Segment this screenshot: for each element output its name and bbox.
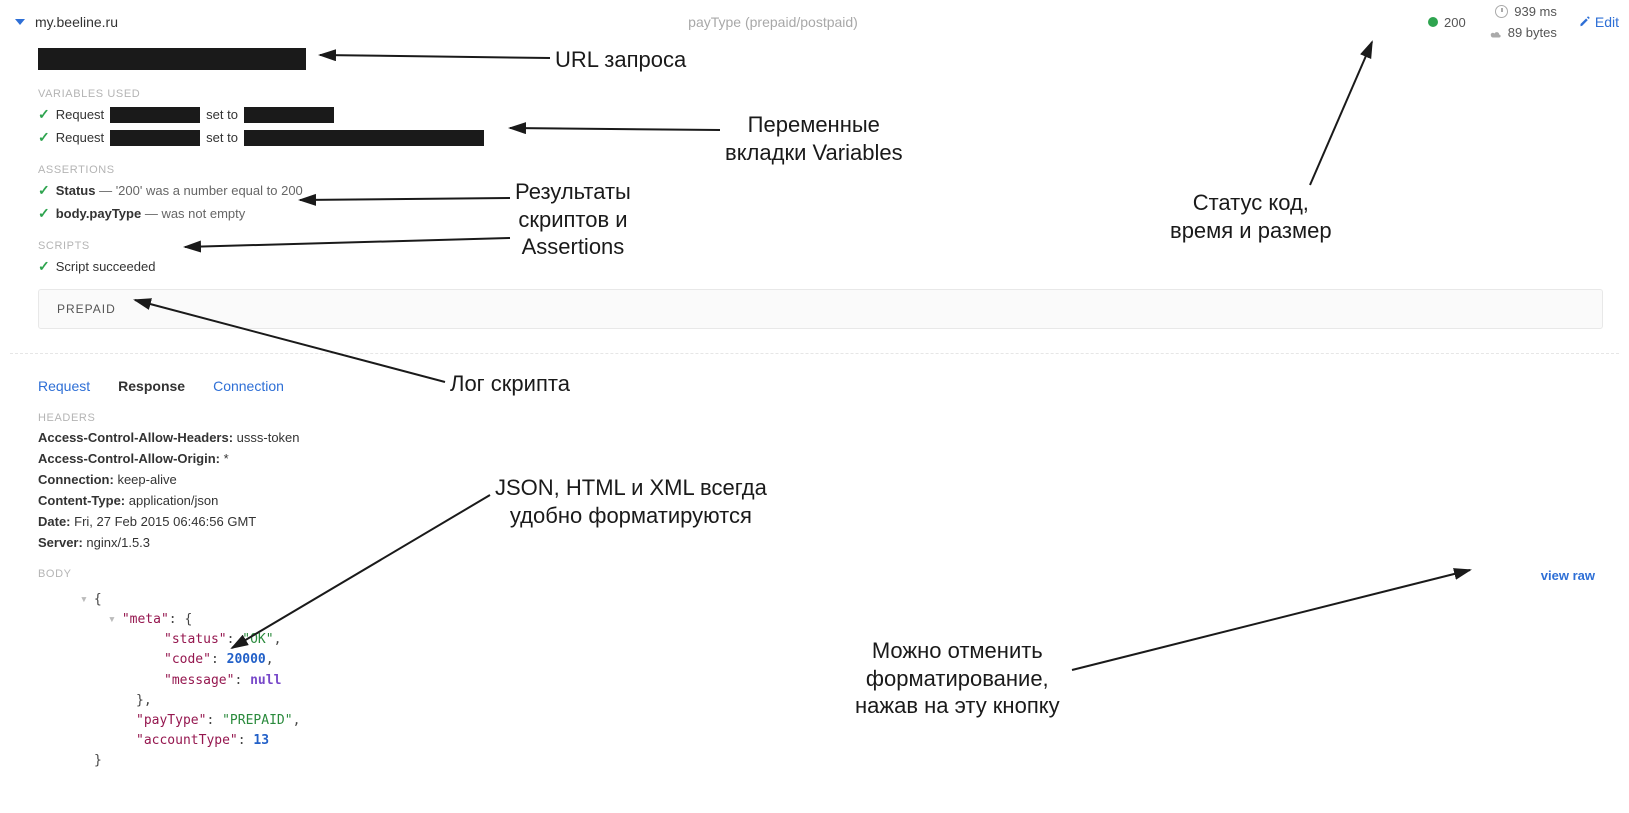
request-host: my.beeline.ru: [35, 14, 118, 30]
json-key: "accountType": [136, 733, 238, 748]
edit-label: Edit: [1595, 14, 1619, 30]
check-icon: ✓: [38, 129, 50, 146]
view-raw-link[interactable]: view raw: [1541, 568, 1595, 583]
assertion-row: ✓ Status — '200' was a number equal to 2…: [38, 182, 1619, 199]
response-time-badge: 939 ms: [1495, 4, 1557, 19]
response-header-row: Access-Control-Allow-Origin: *: [38, 451, 1619, 466]
header-value: *: [220, 451, 229, 466]
response-header-row: Connection: keep-alive: [38, 472, 1619, 487]
json-value: "PREPAID": [222, 713, 292, 728]
header-value: nginx/1.5.3: [83, 535, 150, 550]
check-icon: ✓: [38, 258, 50, 275]
request-title: payType (prepaid/postpaid): [118, 14, 1428, 30]
json-key: "status": [164, 632, 227, 647]
response-header-row: Content-Type: application/json: [38, 493, 1619, 508]
response-header-row: Server: nginx/1.5.3: [38, 535, 1619, 550]
request-url: [38, 48, 1619, 70]
status-code-text: 200: [1444, 15, 1466, 30]
script-log-output: PREPAID: [38, 289, 1603, 329]
header-value: keep-alive: [114, 472, 177, 487]
header-key: Connection:: [38, 472, 114, 487]
status-dot-icon: [1428, 17, 1438, 27]
header-value: usss-token: [233, 430, 299, 445]
check-icon: ✓: [38, 182, 50, 199]
header-key: Access-Control-Allow-Headers:: [38, 430, 233, 445]
json-caret-icon[interactable]: ▾: [80, 592, 88, 607]
tab-request[interactable]: Request: [38, 378, 90, 394]
header-row: my.beeline.ru payType (prepaid/postpaid)…: [10, 8, 1619, 36]
json-body-tree: ▾{ ▾"meta": { "status": "OK", "code": 20…: [80, 590, 1619, 771]
header-key: Date:: [38, 514, 71, 529]
collapse-toggle-icon[interactable]: [15, 19, 25, 25]
body-section-label: BODY: [38, 568, 1619, 580]
script-result: Script succeeded: [56, 259, 156, 274]
header-value: Fri, 27 Feb 2015 06:46:56 GMT: [71, 514, 257, 529]
tab-response[interactable]: Response: [118, 378, 185, 394]
assertion-row: ✓ body.payType — was not empty: [38, 205, 1619, 222]
response-size-text: 89 bytes: [1508, 25, 1557, 40]
json-value: 13: [253, 733, 269, 748]
variable-mid: set to: [206, 107, 238, 122]
json-key: "meta": [122, 612, 169, 627]
check-icon: ✓: [38, 106, 50, 123]
scripts-section-label: SCRIPTS: [38, 240, 1619, 252]
check-icon: ✓: [38, 205, 50, 222]
redacted-variable-value: [244, 107, 334, 123]
headers-section-label: HEADERS: [38, 412, 1619, 424]
header-key: Content-Type:: [38, 493, 125, 508]
assertion-detail: — was not empty: [141, 206, 245, 221]
header-value: application/json: [125, 493, 218, 508]
variable-row: ✓ Request set to: [38, 106, 1619, 123]
header-key: Server:: [38, 535, 83, 550]
response-size-badge: 89 bytes: [1488, 25, 1557, 40]
redacted-variable-name: [110, 130, 200, 146]
json-value: "OK": [242, 632, 273, 647]
clock-icon: [1495, 5, 1508, 18]
response-header-row: Date: Fri, 27 Feb 2015 06:46:56 GMT: [38, 514, 1619, 529]
response-header-row: Access-Control-Allow-Headers: usss-token: [38, 430, 1619, 445]
divider: [10, 353, 1619, 354]
json-caret-icon[interactable]: ▾: [108, 612, 116, 627]
cloud-icon: [1488, 28, 1502, 38]
redacted-variable-value: [244, 130, 484, 146]
assertion-key: body.payType: [56, 206, 141, 221]
variables-section-label: VARIABLES USED: [38, 88, 1619, 100]
redacted-url: [38, 48, 306, 70]
assertion-detail: — '200' was a number equal to 200: [95, 183, 302, 198]
status-code-badge: 200: [1428, 15, 1466, 30]
tab-connection[interactable]: Connection: [213, 378, 284, 394]
variable-row: ✓ Request set to: [38, 129, 1619, 146]
script-row: ✓ Script succeeded: [38, 258, 1619, 275]
json-key: "payType": [136, 713, 206, 728]
redacted-variable-name: [110, 107, 200, 123]
variable-mid: set to: [206, 130, 238, 145]
variable-prefix: Request: [56, 130, 104, 145]
assertion-key: Status: [56, 183, 96, 198]
header-key: Access-Control-Allow-Origin:: [38, 451, 220, 466]
pencil-icon: [1579, 14, 1591, 30]
response-time-text: 939 ms: [1514, 4, 1557, 19]
variable-prefix: Request: [56, 107, 104, 122]
json-key: "code": [164, 652, 211, 667]
edit-link[interactable]: Edit: [1579, 14, 1619, 30]
json-value: 20000: [227, 652, 266, 667]
json-key: "message": [164, 673, 234, 688]
json-value: null: [250, 673, 281, 688]
assertions-section-label: ASSERTIONS: [38, 164, 1619, 176]
response-tabs: Request Response Connection: [38, 378, 1619, 394]
